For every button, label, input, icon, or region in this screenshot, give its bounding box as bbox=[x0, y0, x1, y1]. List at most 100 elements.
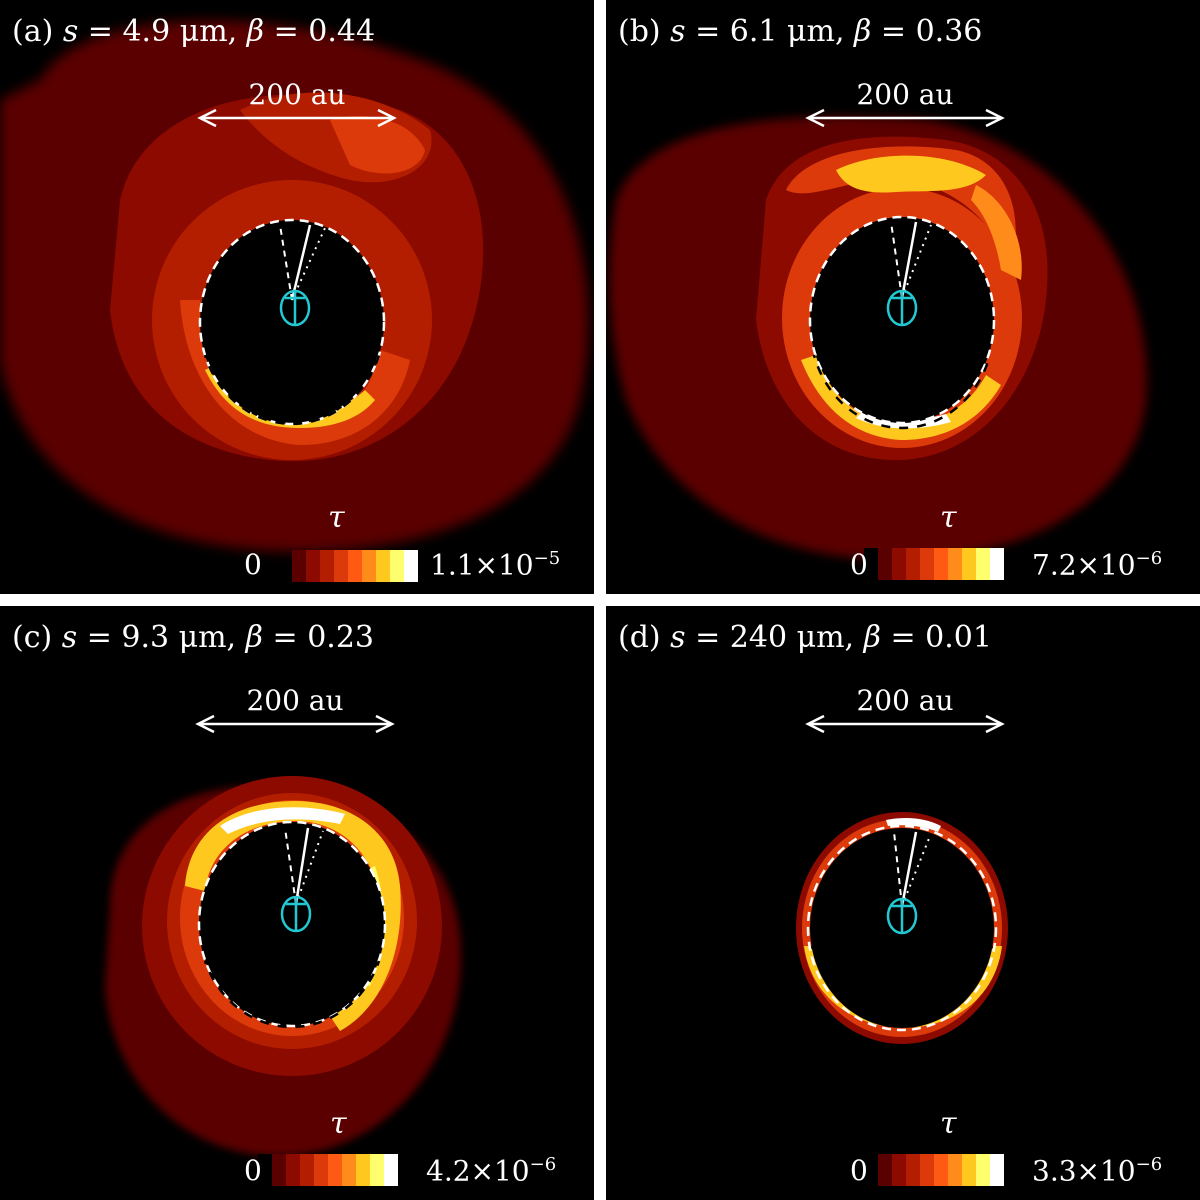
panel-b-colorbar-step-8 bbox=[976, 548, 990, 580]
panel-b-bottom-white bbox=[856, 410, 951, 429]
panel-a-colorbar-step-8 bbox=[390, 550, 404, 582]
panel-a-colorbar-step-7 bbox=[376, 550, 390, 582]
panel-b-plot bbox=[609, 108, 1147, 580]
panel-a-colorbar-step-4 bbox=[334, 550, 348, 582]
panel-c-scale-label: 200 au bbox=[246, 684, 344, 717]
panel-c-colorbar-step-4 bbox=[314, 1154, 328, 1186]
panel-b-dashed-ellipse-lower bbox=[812, 354, 992, 430]
panel-d-dashed-ellipse-lower bbox=[810, 945, 994, 1020]
panel-c-colorbar-step-7 bbox=[356, 1154, 370, 1186]
panel-d-colorbar-max: 3.3×10−6 bbox=[1032, 1154, 1163, 1188]
panel-d-colorbar-step-7 bbox=[962, 1154, 976, 1186]
panel-a-colorbar bbox=[292, 550, 418, 582]
panel-d-dashed-line bbox=[893, 831, 903, 907]
panel-d-colorbar-step-0 bbox=[864, 1154, 878, 1186]
panel-a-scale-arrowhead-left bbox=[197, 108, 217, 128]
panel-b-solid-line bbox=[900, 221, 918, 299]
panel-b: (b) s = 6.1 μm, β = 0.36 200 au τ 0 7.2×… bbox=[606, 0, 1200, 594]
panel-c-dashed-ellipse bbox=[197, 820, 387, 1028]
panel-d-plot bbox=[796, 714, 1008, 1186]
panel-b-bottom-hot bbox=[801, 355, 1001, 440]
panel-b-map bbox=[609, 116, 1147, 561]
panel-d-colorbar-min: 0 bbox=[850, 1154, 868, 1187]
panel-a-colorbar-title: τ bbox=[328, 500, 345, 535]
panel-c-plot bbox=[105, 714, 461, 1186]
panel-c-colorbar-step-5 bbox=[328, 1154, 342, 1186]
panel-c-top-white bbox=[220, 807, 345, 834]
panel-a-colorbar-step-1 bbox=[292, 550, 306, 582]
panel-d-scale-arrowhead-left bbox=[805, 714, 825, 734]
panel-a-arc-top-bright bbox=[330, 116, 425, 174]
panel-d-scale-arrowhead-right bbox=[985, 714, 1005, 734]
panel-a-cavity bbox=[200, 220, 384, 424]
panel-a: (a) s = 4.9 μm, β = 0.44 200 au τ 0 1.1×… bbox=[0, 0, 594, 594]
panel-b-colorbar-step-4 bbox=[920, 548, 934, 580]
panel-d-colorbar-title: τ bbox=[940, 1106, 957, 1141]
panel-b-top-yellow bbox=[836, 155, 986, 193]
panel-b-colorbar-step-5 bbox=[934, 548, 948, 580]
panel-b-colorbar-title: τ bbox=[940, 500, 957, 535]
panel-a-dashed-ellipse-lower bbox=[203, 354, 381, 426]
panel-c-colorbar-min: 0 bbox=[244, 1154, 262, 1187]
panel-b-colorbar-step-0 bbox=[864, 548, 878, 580]
panel-d-colorbar-step-6 bbox=[948, 1154, 962, 1186]
panel-c: (c) s = 9.3 μm, β = 0.23 200 au τ 0 4.2×… bbox=[0, 606, 594, 1200]
panel-d-colorbar-step-3 bbox=[906, 1154, 920, 1186]
panel-c-colorbar bbox=[258, 1154, 398, 1186]
panel-d-ring-white-top bbox=[886, 818, 941, 832]
panel-d-scale-label: 200 au bbox=[856, 684, 954, 717]
panel-a-dashed-ellipse bbox=[198, 218, 386, 426]
panel-d-colorbar-step-8 bbox=[976, 1154, 990, 1186]
panel-d: (d) s = 240 μm, β = 0.01 200 au τ 0 3.3×… bbox=[606, 606, 1200, 1200]
panel-c-colorbar-step-9 bbox=[384, 1154, 398, 1186]
panel-b-scale-arrowhead-left bbox=[805, 108, 825, 128]
panel-d-colorbar-step-4 bbox=[920, 1154, 934, 1186]
panel-b-colorbar-max: 7.2×10−6 bbox=[1032, 548, 1163, 582]
panel-c-colorbar-step-6 bbox=[342, 1154, 356, 1186]
panel-c-dotted-line bbox=[295, 830, 324, 905]
panel-c-scale-arrowhead-right bbox=[375, 714, 395, 734]
panel-a-scale-label: 200 au bbox=[248, 78, 346, 111]
panel-c-colorbar-step-2 bbox=[286, 1154, 300, 1186]
panel-b-colorbar-step-9 bbox=[990, 548, 1004, 580]
panel-d-colorbar-step-1 bbox=[878, 1154, 892, 1186]
panel-b-colorbar-step-7 bbox=[962, 548, 976, 580]
panel-c-dashed-ellipse-lower bbox=[203, 960, 381, 1029]
panel-b-colorbar-step-2 bbox=[892, 548, 906, 580]
panel-a-solid-line bbox=[290, 224, 312, 301]
panel-c-dashed-line bbox=[284, 827, 297, 905]
panel-b-colorbar bbox=[864, 548, 1004, 580]
panel-a-colorbar-step-5 bbox=[348, 550, 362, 582]
panel-d-colorbar bbox=[864, 1154, 1004, 1186]
panel-a-map bbox=[0, 20, 589, 552]
panel-b-colorbar-step-1 bbox=[878, 548, 892, 580]
panel-b-colorbar-step-6 bbox=[948, 548, 962, 580]
panel-d-colorbar-step-2 bbox=[892, 1154, 906, 1186]
panel-b-dashed-line bbox=[890, 221, 903, 299]
panel-d-colorbar-step-5 bbox=[934, 1154, 948, 1186]
panel-c-title: (c) s = 9.3 μm, β = 0.23 bbox=[12, 620, 374, 655]
panel-c-colorbar-step-8 bbox=[370, 1154, 384, 1186]
panel-c-cavity bbox=[199, 822, 385, 1026]
panel-d-colorbar-step-9 bbox=[990, 1154, 1004, 1186]
panel-a-plot bbox=[0, 20, 589, 582]
panel-c-map bbox=[105, 776, 461, 1157]
panel-a-colorbar-step-9 bbox=[404, 550, 418, 582]
panel-b-colorbar-step-3 bbox=[906, 548, 920, 580]
panel-a-colorbar-max: 1.1×10−5 bbox=[430, 548, 561, 582]
panel-d-title: (d) s = 240 μm, β = 0.01 bbox=[618, 620, 992, 655]
panel-a-colorbar-step-3 bbox=[320, 550, 334, 582]
panel-a-colorbar-step-2 bbox=[306, 550, 320, 582]
panel-c-colorbar-step-0 bbox=[258, 1154, 272, 1186]
panel-a-dashed-line bbox=[279, 224, 293, 301]
panel-d-dashed-ellipse bbox=[806, 824, 998, 1032]
panel-b-right-orange bbox=[971, 185, 1022, 280]
panel-c-colorbar-max: 4.2×10−6 bbox=[426, 1154, 557, 1188]
panel-c-colorbar-title: τ bbox=[330, 1106, 347, 1141]
panel-a-colorbar-step-6 bbox=[362, 550, 376, 582]
panel-b-title: (b) s = 6.1 μm, β = 0.36 bbox=[618, 14, 983, 49]
panel-b-scale-label: 200 au bbox=[856, 78, 954, 111]
panel-b-colorbar-min: 0 bbox=[850, 548, 868, 581]
panel-b-scale-arrowhead-right bbox=[985, 108, 1005, 128]
panel-b-dashed-ellipse bbox=[808, 215, 996, 425]
